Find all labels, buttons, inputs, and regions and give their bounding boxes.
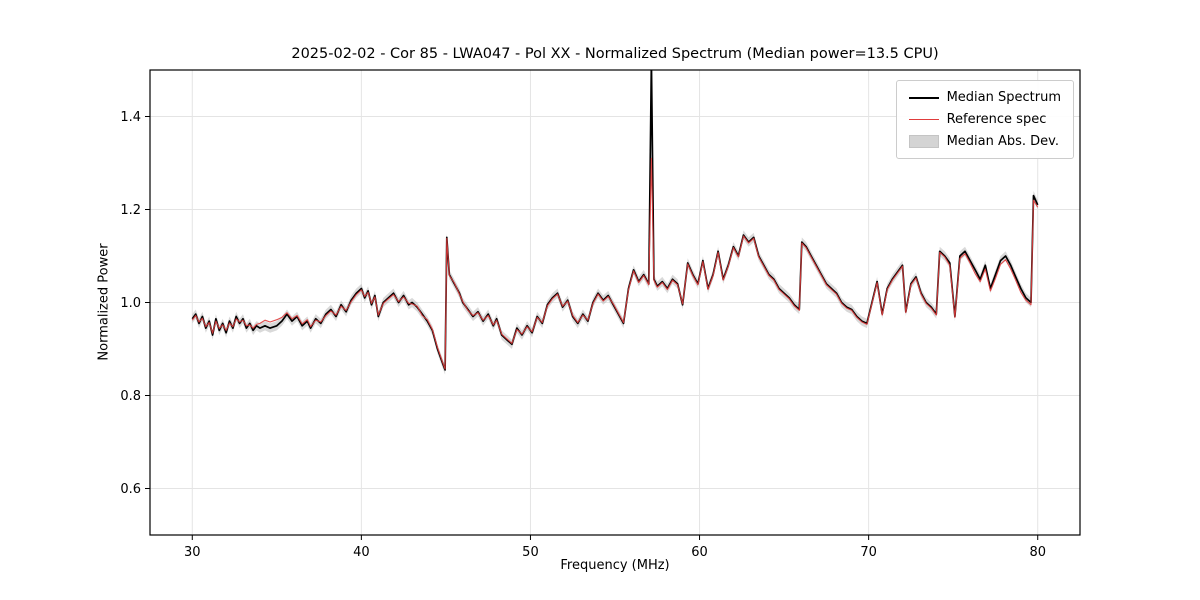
chart-title: 2025-02-02 - Cor 85 - LWA047 - Pol XX - … bbox=[291, 46, 939, 62]
legend-label-median: Median Spectrum bbox=[946, 90, 1061, 105]
legend-item-median: Median Spectrum bbox=[908, 90, 1061, 105]
x-tick-label: 40 bbox=[353, 545, 370, 560]
x-tick-label: 50 bbox=[522, 545, 539, 560]
legend-item-reference: Reference spec bbox=[908, 112, 1061, 127]
reference-spec-swatch bbox=[908, 119, 939, 120]
legend-label-mad: Median Abs. Dev. bbox=[946, 134, 1060, 149]
y-tick-label: 0.6 bbox=[120, 482, 141, 497]
x-tick-label: 60 bbox=[691, 545, 708, 560]
x-tick-label: 30 bbox=[184, 545, 201, 560]
median-spectrum-swatch bbox=[908, 96, 939, 99]
y-tick-label: 1.2 bbox=[120, 203, 141, 218]
y-axis-label: Normalized Power bbox=[96, 243, 112, 361]
mad-band bbox=[192, 70, 1038, 375]
x-axis-label: Frequency (MHz) bbox=[560, 558, 670, 573]
y-tick-label: 1.4 bbox=[120, 110, 141, 125]
y-tick-label: 1.0 bbox=[120, 296, 141, 311]
legend-item-mad: Median Abs. Dev. bbox=[908, 134, 1061, 149]
x-tick-label: 70 bbox=[860, 545, 877, 560]
legend-label-reference: Reference spec bbox=[946, 112, 1047, 127]
mad-swatch bbox=[908, 135, 939, 148]
y-tick-label: 0.8 bbox=[120, 389, 141, 404]
reference-spec-line bbox=[191, 157, 1039, 370]
x-tick-label: 80 bbox=[1029, 545, 1046, 560]
legend: Median Spectrum Reference spec Median Ab… bbox=[895, 80, 1074, 159]
